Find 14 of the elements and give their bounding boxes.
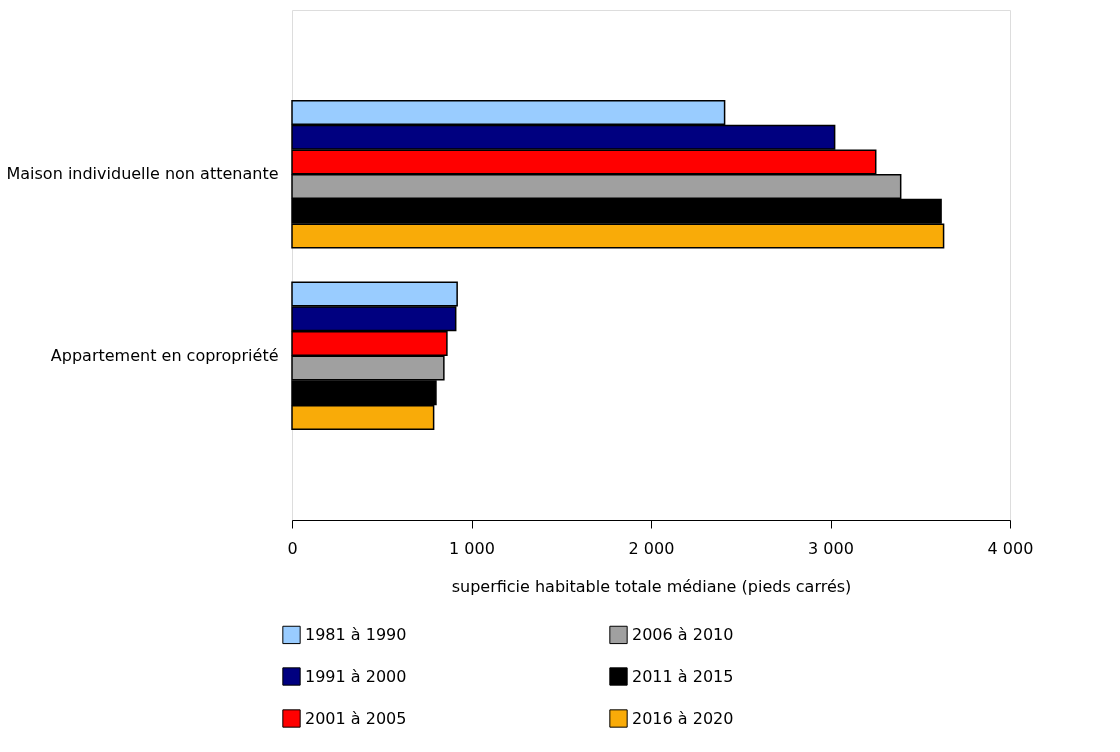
legend-label: 2006 à 2010 bbox=[632, 624, 734, 644]
x-tick-label: 3 000 bbox=[808, 538, 854, 558]
x-tick-label: 1 000 bbox=[449, 538, 495, 558]
y-tick-label: Appartement en copropriété bbox=[50, 345, 279, 365]
legend-label: 2001 à 2005 bbox=[305, 708, 407, 728]
legend-label: 2011 à 2015 bbox=[632, 666, 734, 686]
legend-label: 2016 à 2020 bbox=[632, 708, 734, 728]
x-axis-title: superficie habitable totale médiane (pieds carrés) bbox=[451, 576, 852, 596]
legend-label: 1981 à 1990 bbox=[305, 624, 407, 644]
legend-label: 1991 à 2000 bbox=[305, 666, 407, 686]
x-tick-label: 4 000 bbox=[987, 538, 1034, 558]
y-tick-label: Maison individuelle non attenante bbox=[6, 164, 279, 184]
x-tick-label: 0 bbox=[287, 538, 298, 558]
x-tick-label: 2 000 bbox=[628, 538, 675, 558]
